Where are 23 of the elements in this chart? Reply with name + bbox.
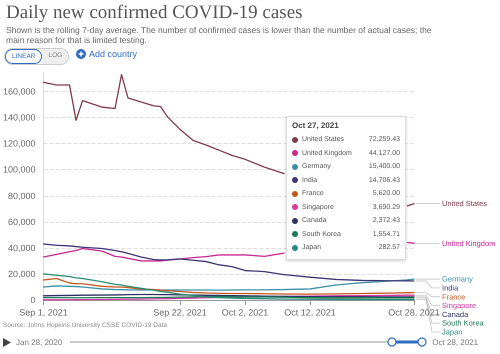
y-tick-label: 160,000: [2, 86, 36, 97]
chart-subtitle: Shown is the rolling 7-day average. The number of confirmed cases is lower than the number of actual cases; the main reason for that is limited testing.: [6, 25, 433, 45]
x-tick-label: Oct 2, 2021: [222, 308, 268, 318]
y-tick-label: 140,000: [2, 112, 36, 123]
y-tick-label: 100,000: [2, 164, 36, 175]
x-tick-label: Oct 28, 2021: [388, 308, 440, 318]
line-series: [42, 243, 415, 282]
x-tick-label: Sep 1, 2021: [19, 308, 68, 318]
x-tick-label: Sep 22, 2021: [153, 308, 207, 318]
text: Jan 28, 2020: [16, 338, 62, 346]
x-tick-label: Oct 12, 2021: [284, 308, 336, 318]
line-series: [42, 278, 415, 295]
text: Oct 28, 2021: [432, 338, 478, 346]
text: Add country: [89, 49, 138, 59]
y-tick-label: 40,000: [8, 242, 36, 253]
y-tick-label: 0: [30, 295, 36, 305]
chart-title: Daily new confirmed COVID-19 cases: [6, 2, 303, 24]
y-tick-label: 60,000: [8, 216, 36, 227]
y-tick-label: 120,000: [2, 138, 36, 149]
line-series: [42, 278, 415, 291]
y-tick-label: 80,000: [8, 190, 36, 201]
y-tick-label: 20,000: [8, 268, 36, 279]
annotation: Oct 27, 2021: [292, 121, 340, 130]
